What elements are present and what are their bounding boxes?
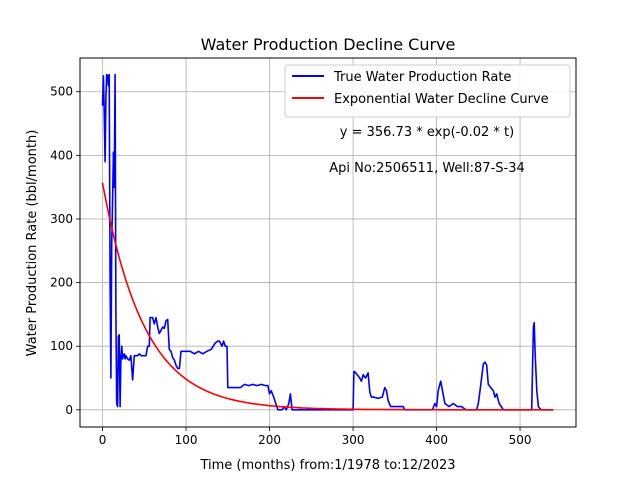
x-tick-label: 400	[425, 433, 448, 447]
chart-title: Water Production Decline Curve	[201, 35, 456, 54]
series-decline-curve-line	[101, 182, 554, 411]
y-tick-label: 0	[65, 403, 73, 417]
x-axis-label: Time (months) from:1/1978 to:12/2023	[199, 458, 455, 473]
legend-label-true-rate: True Water Production Rate	[333, 70, 511, 85]
x-tick-label: 100	[175, 433, 198, 447]
legend-label-decline-curve: Exponential Water Decline Curve	[334, 92, 549, 107]
legend: True Water Production Rate Exponential W…	[284, 64, 571, 118]
plot-frame	[79, 57, 577, 428]
y-tick-label: 200	[50, 276, 73, 290]
well-id-annotation: Api No:2506511, Well:87-S-34	[329, 161, 525, 176]
fit-equation-annotation: y = 356.73 * exp(-0.02 * t)	[340, 125, 514, 140]
series-lines	[101, 73, 554, 411]
legend-box	[284, 64, 571, 118]
y-tick-label: 500	[50, 85, 73, 99]
x-tick-label: 200	[258, 433, 281, 447]
x-axis-ticks: 0 100 200 300 400 500	[99, 427, 532, 447]
y-axis-ticks: 0 100 200 300 400 500	[50, 85, 80, 417]
x-tick-label: 0	[99, 433, 107, 447]
x-tick-label: 500	[509, 433, 532, 447]
y-axis-label: Water Production Rate (bbl/month)	[25, 130, 40, 357]
y-tick-label: 300	[50, 212, 73, 226]
grid-lines	[80, 58, 576, 427]
annotations: y = 356.73 * exp(-0.02 * t) Api No:25065…	[329, 125, 525, 176]
y-tick-label: 400	[50, 148, 73, 162]
y-tick-label: 100	[50, 339, 73, 353]
x-tick-label: 300	[342, 433, 365, 447]
